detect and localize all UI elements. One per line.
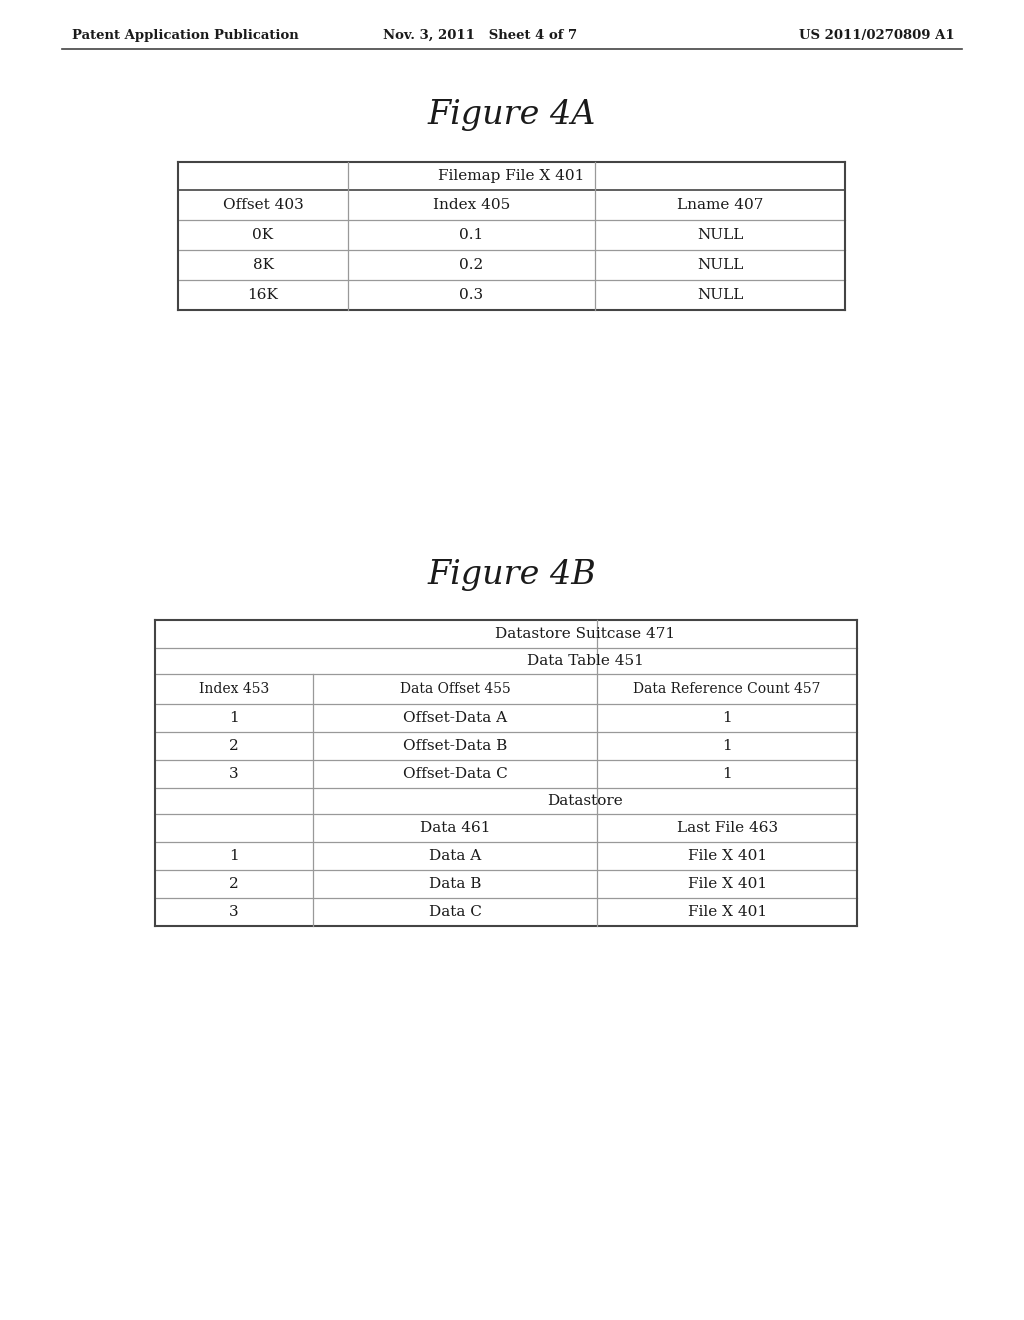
Text: 8K: 8K <box>253 257 273 272</box>
Text: Offset-Data C: Offset-Data C <box>402 767 508 781</box>
Text: Nov. 3, 2011   Sheet 4 of 7: Nov. 3, 2011 Sheet 4 of 7 <box>383 29 578 41</box>
Text: Figure 4A: Figure 4A <box>428 99 596 131</box>
Text: 3: 3 <box>229 906 239 919</box>
Text: Datastore Suitcase 471: Datastore Suitcase 471 <box>495 627 675 642</box>
Text: Datastore: Datastore <box>547 795 623 808</box>
Text: Data Offset 455: Data Offset 455 <box>399 682 511 696</box>
Text: Lname 407: Lname 407 <box>677 198 763 213</box>
Text: US 2011/0270809 A1: US 2011/0270809 A1 <box>800 29 955 41</box>
Text: Data A: Data A <box>429 849 481 863</box>
Text: Patent Application Publication: Patent Application Publication <box>72 29 299 41</box>
Text: Filemap File X 401: Filemap File X 401 <box>438 169 585 183</box>
Text: 0.2: 0.2 <box>460 257 483 272</box>
Text: 0.1: 0.1 <box>460 228 483 242</box>
Text: 1: 1 <box>229 711 239 725</box>
Text: 1: 1 <box>229 849 239 863</box>
Text: Last File 463: Last File 463 <box>677 821 777 836</box>
Text: 1: 1 <box>722 767 732 781</box>
Text: 1: 1 <box>722 711 732 725</box>
Text: NULL: NULL <box>696 228 743 242</box>
Text: Offset-Data A: Offset-Data A <box>403 711 507 725</box>
Text: 16K: 16K <box>248 288 279 302</box>
Text: File X 401: File X 401 <box>687 876 767 891</box>
Text: Data Reference Count 457: Data Reference Count 457 <box>634 682 821 696</box>
Text: 1: 1 <box>722 739 732 752</box>
Text: File X 401: File X 401 <box>687 906 767 919</box>
Text: Data 461: Data 461 <box>420 821 490 836</box>
Text: 2: 2 <box>229 739 239 752</box>
Text: NULL: NULL <box>696 257 743 272</box>
Text: Data Table 451: Data Table 451 <box>526 653 643 668</box>
Text: Data C: Data C <box>429 906 481 919</box>
Text: Index 405: Index 405 <box>433 198 510 213</box>
Text: Offset 403: Offset 403 <box>222 198 303 213</box>
Text: Figure 4B: Figure 4B <box>428 558 596 591</box>
Text: 0.3: 0.3 <box>460 288 483 302</box>
Text: File X 401: File X 401 <box>687 849 767 863</box>
Text: NULL: NULL <box>696 288 743 302</box>
Text: Index 453: Index 453 <box>199 682 269 696</box>
Text: 0K: 0K <box>253 228 273 242</box>
Text: 2: 2 <box>229 876 239 891</box>
Text: Offset-Data B: Offset-Data B <box>403 739 507 752</box>
Text: 3: 3 <box>229 767 239 781</box>
Text: Data B: Data B <box>429 876 481 891</box>
